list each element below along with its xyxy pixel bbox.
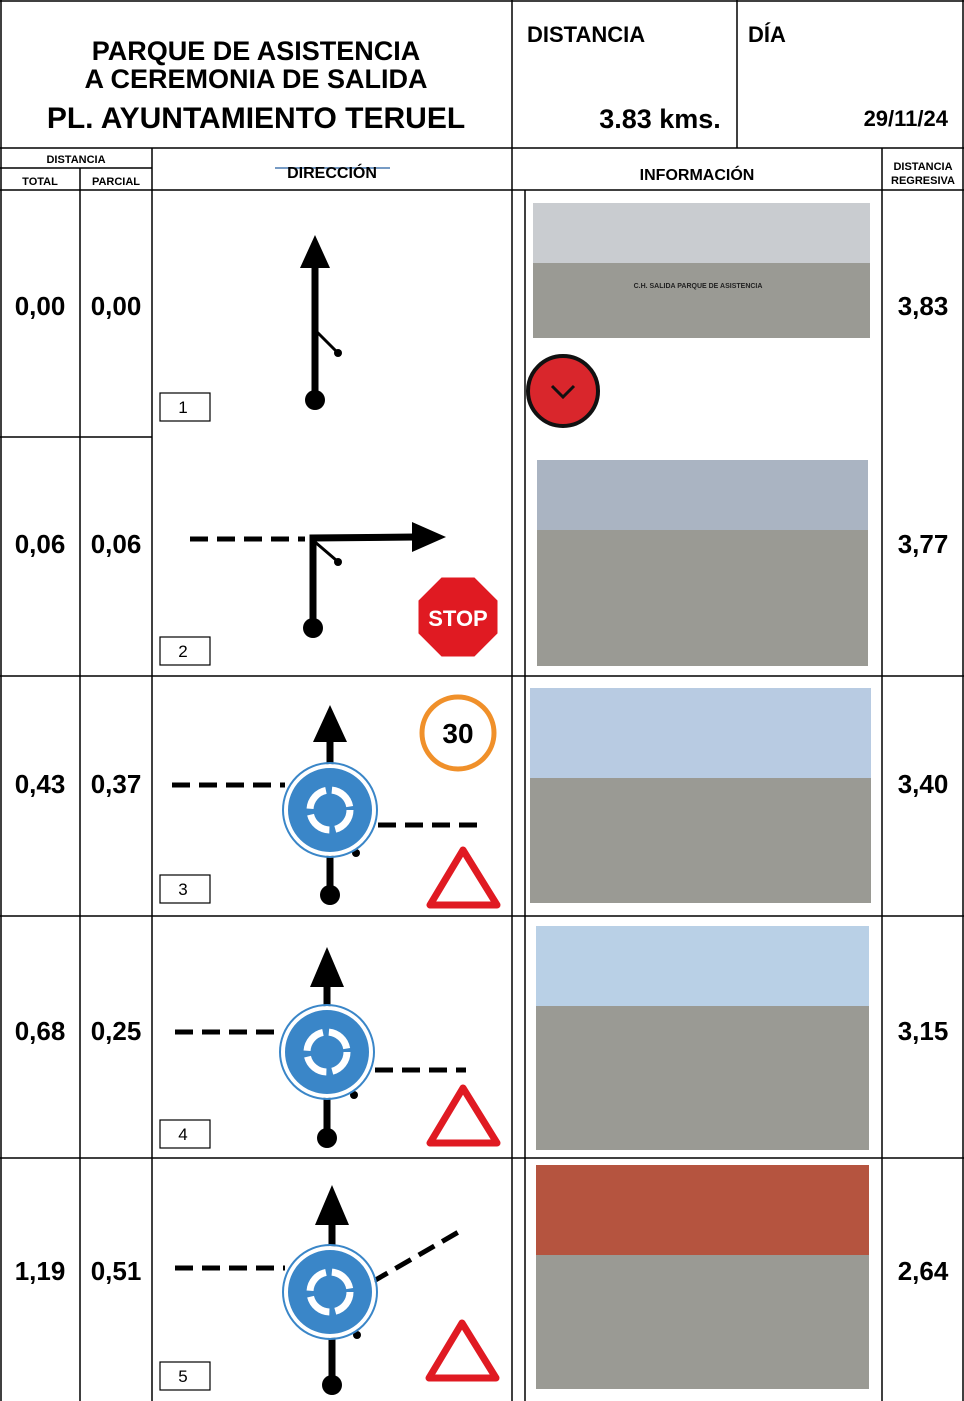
step-box [159, 636, 211, 666]
col-header: TOTAL [22, 176, 58, 188]
stop-sign: STOP [428, 606, 488, 631]
diagram [190, 522, 501, 660]
step-label: 4 [178, 1125, 187, 1144]
col-header: DISTANCIA [893, 161, 952, 173]
shape [313, 705, 347, 742]
photo-sky [533, 203, 870, 263]
title-line: PARQUE DE ASISTENCIA [92, 36, 421, 66]
diagram [300, 235, 342, 410]
total-distance: 0,68 [15, 1016, 66, 1046]
shape [426, 846, 501, 909]
partial-distance: 0,06 [91, 529, 142, 559]
day-value: 29/11/24 [864, 106, 949, 131]
shape [281, 1006, 373, 1098]
shape [306, 786, 354, 834]
distance-value: 3.83 kms. [599, 104, 721, 134]
step-box [159, 392, 211, 422]
col-header: PARCIAL [92, 176, 140, 188]
title-line: PL. AYUNTAMIENTO TERUEL [47, 102, 465, 135]
col-header: INFORMACIÓN [640, 165, 755, 184]
col-header: DIRECCIÓN [287, 163, 377, 182]
shape [334, 349, 342, 357]
shape [282, 762, 378, 858]
shape [317, 1128, 337, 1148]
step-number: 1 [159, 392, 211, 422]
regressive-distance: 2,64 [898, 1256, 949, 1286]
photo-sky [536, 926, 869, 1006]
day-label: DÍA [748, 22, 786, 47]
shape [300, 235, 330, 268]
total-distance: 0,00 [15, 291, 66, 321]
shape [350, 1091, 358, 1099]
shape [284, 764, 376, 856]
distance-label: DISTANCIA [527, 22, 645, 47]
step-number: 3 [159, 874, 211, 904]
title-line: A CEREMONIA DE SALIDA [84, 64, 427, 94]
step-number: 5 [159, 1361, 211, 1391]
shape [279, 1004, 375, 1100]
partial-distance: 0,51 [91, 1256, 142, 1286]
shape [322, 1375, 342, 1395]
step-box [159, 1119, 211, 1149]
step-label: 3 [178, 880, 187, 899]
shape [334, 558, 342, 566]
shape [305, 390, 325, 410]
photo-sky [530, 688, 871, 778]
total-distance: 0,43 [15, 769, 66, 799]
partial-distance: 0,00 [91, 291, 142, 321]
scroll-button[interactable] [526, 354, 600, 428]
step-label: 1 [178, 398, 187, 417]
shape [315, 1185, 349, 1225]
col-header: REGRESIVA [891, 175, 955, 187]
diagram [175, 1185, 500, 1395]
shape [306, 1268, 354, 1316]
photo-caption: C.H. SALIDA PARQUE DE ASISTENCIA [634, 283, 763, 290]
step-label: 5 [178, 1367, 187, 1386]
regressive-distance: 3,77 [898, 529, 949, 559]
rule [315, 330, 339, 354]
shape [310, 947, 344, 987]
shape [282, 1244, 378, 1340]
step-label: 2 [178, 642, 187, 661]
shape [309, 533, 416, 625]
col-header: DISTANCIA [46, 154, 105, 166]
rule [314, 540, 337, 562]
shape [412, 522, 446, 552]
shape [419, 694, 497, 772]
step-number: 4 [159, 1119, 211, 1149]
shape [353, 1331, 361, 1339]
rule [370, 1227, 464, 1285]
regressive-distance: 3,40 [898, 769, 949, 799]
shape [425, 1319, 500, 1382]
shape [415, 574, 501, 660]
diagram [172, 694, 501, 909]
shape [303, 618, 323, 638]
regressive-distance: 3,83 [898, 291, 949, 321]
step-number: 2 [159, 636, 211, 666]
partial-distance: 0,25 [91, 1016, 142, 1046]
diagram [175, 947, 501, 1148]
shape [426, 1084, 501, 1147]
step-box [159, 874, 211, 904]
speed-sign: 30 [442, 718, 473, 749]
step-box [159, 1361, 211, 1391]
photo-building [536, 1165, 869, 1255]
chevron [550, 384, 576, 400]
total-distance: 0,06 [15, 529, 66, 559]
regressive-distance: 3,15 [898, 1016, 949, 1046]
shape [320, 885, 340, 905]
shape [284, 1246, 376, 1338]
total-distance: 1,19 [15, 1256, 66, 1286]
partial-distance: 0,37 [91, 769, 142, 799]
photo-sky [537, 460, 868, 530]
shape [303, 1028, 351, 1076]
